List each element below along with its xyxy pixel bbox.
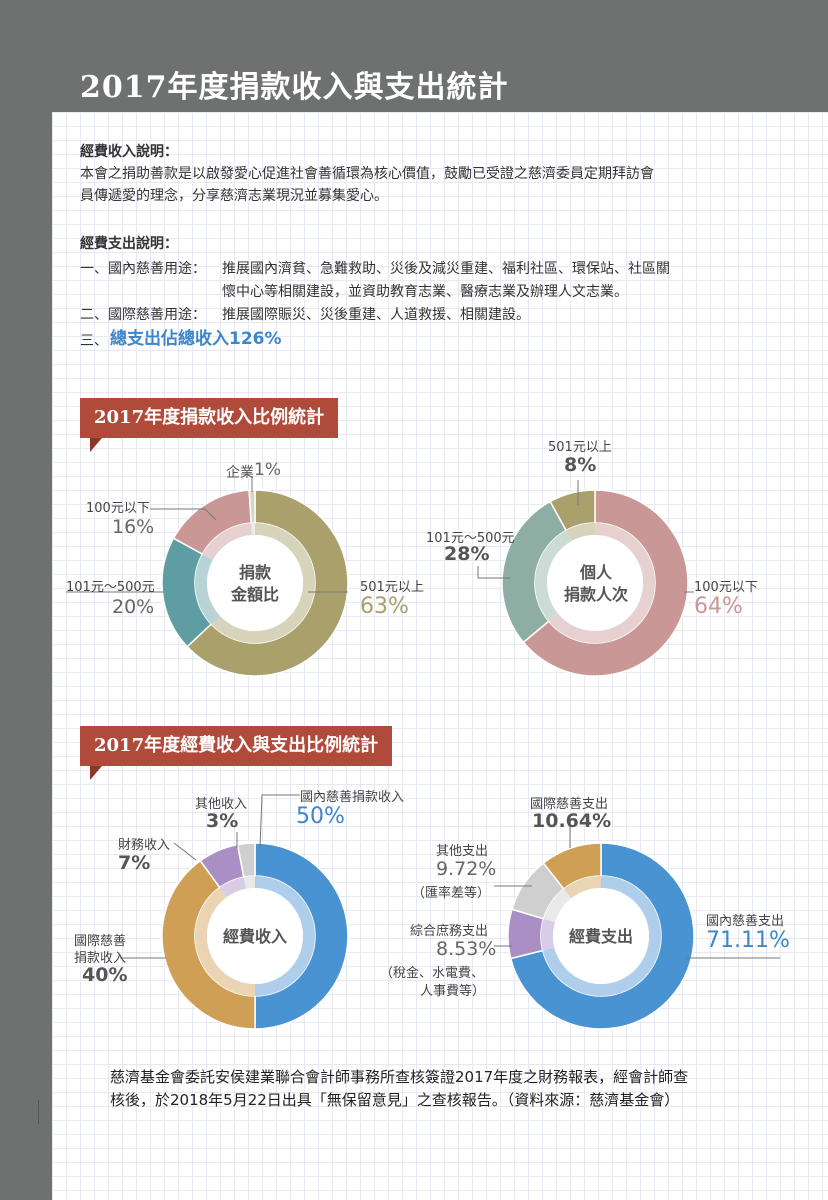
footer-line1: 慈濟基金會委託安侯建業聯合會計師事務所查核簽證2017年度之財務報表，經會計師查 xyxy=(110,1068,689,1086)
c4-label-other: 其他支出 xyxy=(436,844,489,859)
c1-pct-enterprise: 1% xyxy=(254,460,281,480)
expense-item1-label: 一、國內慈善用途： xyxy=(80,261,206,277)
expense-ratio-highlight: 總支出佔總收入126% xyxy=(110,329,282,349)
chart3-slice-3-inner-band xyxy=(243,876,255,889)
expense-item2-label: 二、國際慈善用途： xyxy=(80,307,206,323)
page-title: 2017年度捐款收入與支出統計 xyxy=(80,70,509,105)
c2-label-under100: 100元以下 xyxy=(694,580,758,595)
c2-pct-101-500: 28% xyxy=(444,543,490,565)
section2-banner-tail xyxy=(90,766,102,780)
chart4-slice-1-inner-band xyxy=(541,918,556,951)
c1-center-label-1: 捐款 xyxy=(238,563,271,582)
chart1-slice-2-inner-band xyxy=(202,523,252,560)
section1-banner: 2017年度捐款收入比例統計 xyxy=(80,398,339,438)
section1-banner-tail xyxy=(90,438,102,452)
income-desc-line2: 員傳遞愛的理念，分享慈濟志業現況並募集愛心。 xyxy=(80,188,388,204)
leader-line-9 xyxy=(173,842,197,861)
c3-pct-domestic: 50% xyxy=(296,804,345,829)
c3-label-financial: 財務收入 xyxy=(118,838,171,853)
expense-item2-text: 推展國際賑災、災後重建、人道救援、相關建設。 xyxy=(222,307,530,323)
c1-label-101-500: 101元～500元 xyxy=(66,580,155,595)
chart1-slice-1-inner-band xyxy=(195,554,221,625)
c1-pct-101-500: 20% xyxy=(112,596,155,618)
chart2-center-hole xyxy=(547,535,643,631)
c1-center-label-2: 金額比 xyxy=(230,585,279,604)
c4-label-domestic: 國內慈善支出 xyxy=(706,914,785,929)
c3-label-intl-2: 捐款收入 xyxy=(74,951,127,966)
chart3-slice-1-inner-band xyxy=(195,887,255,996)
c2-center-label-1: 個人 xyxy=(579,563,612,582)
c2-label-501plus: 501元以上 xyxy=(548,440,612,455)
c2-pct-501plus: 8% xyxy=(564,454,597,476)
chart1-slice-3-inner-band xyxy=(251,523,255,536)
c2-label-101-500: 101元～500元 xyxy=(426,531,515,546)
expense-desc-heading: 經費支出說明： xyxy=(80,236,178,252)
c4-note-general-2: 人事費等） xyxy=(420,984,486,999)
chart2-slice-2-inner-band xyxy=(566,523,595,541)
c4-pct-domestic: 71.11% xyxy=(706,928,790,953)
c4-pct-general: 8.53% xyxy=(436,938,497,960)
chart4-slice-2-inner-band xyxy=(543,888,572,923)
expense-item1-line2: 懷中心等相關建設，並資助教育志業、醫療志業及辦理人文志業。 xyxy=(222,284,628,300)
section2-banner: 2017年度經費收入與支出比例統計 xyxy=(80,726,393,766)
expense-item3-label: 三、 xyxy=(80,333,108,349)
c3-pct-financial: 7% xyxy=(118,852,151,874)
leader-line-1 xyxy=(150,508,217,521)
c4-pct-other: 9.72% xyxy=(436,858,497,880)
c1-pct-under100: 16% xyxy=(112,516,155,538)
c3-pct-other: 3% xyxy=(206,810,239,832)
chart2-slice-1-inner-band xyxy=(535,530,572,622)
income-desc-line1: 本會之捐助善款是以啟發愛心促進社會善循環為核心價值，鼓勵已受證之慈濟委員定期拜訪… xyxy=(80,166,654,182)
c4-label-general: 綜合庶務支出 xyxy=(410,924,489,939)
c3-label-other: 其他收入 xyxy=(195,797,248,812)
c1-label-501plus: 501元以上 xyxy=(360,580,424,595)
c3-label-intl-1: 國際慈善 xyxy=(74,934,127,949)
c2-pct-under100: 64% xyxy=(694,594,743,619)
c4-label-intl: 國際慈善支出 xyxy=(530,797,609,812)
c1-label-enterprise: 企業 xyxy=(226,465,254,481)
chart1-slice-0-inner-band xyxy=(211,523,315,643)
chart4-slice-3-inner-band xyxy=(563,876,601,899)
c2-center-label-2: 捐款人次 xyxy=(563,585,628,604)
leader-line-7 xyxy=(259,794,300,849)
chart3-slice-2-inner-band xyxy=(219,877,247,898)
chart3-center-hole xyxy=(207,888,303,984)
expense-item1-line1: 推展國內濟貧、急難救助、災後及減災重建、福利社區、環保站、社區關 xyxy=(222,261,670,277)
c3-label-domestic: 國內慈善捐款收入 xyxy=(300,790,405,805)
c1-pct-501plus: 63% xyxy=(360,594,409,619)
c4-pct-intl: 10.64% xyxy=(532,810,612,832)
page-background xyxy=(52,112,828,1200)
chart1-center-hole xyxy=(207,535,303,631)
leader-line-5 xyxy=(477,566,510,579)
c4-note-other: （匯率差等） xyxy=(412,886,491,901)
c4-note-general-1: （稅金、水電費、 xyxy=(380,966,485,981)
chart4-center-hole xyxy=(553,888,649,984)
c1-label-under100: 100元以下 xyxy=(86,501,150,516)
c3-pct-intl: 40% xyxy=(82,964,128,986)
income-desc-heading: 經費收入說明： xyxy=(80,144,178,160)
page-edge-mark xyxy=(38,1100,39,1124)
chart3-slice-0-inner-band xyxy=(255,876,315,996)
c3-center-label: 經費收入 xyxy=(222,927,287,946)
chart2-slice-0-inner-band xyxy=(548,523,655,644)
footer-line2: 核後，於2018年5月22日出具「無保留意見」之查核報告。（資料來源：慈濟基金會… xyxy=(110,1091,680,1109)
c4-center-label: 經費支出 xyxy=(568,927,633,946)
